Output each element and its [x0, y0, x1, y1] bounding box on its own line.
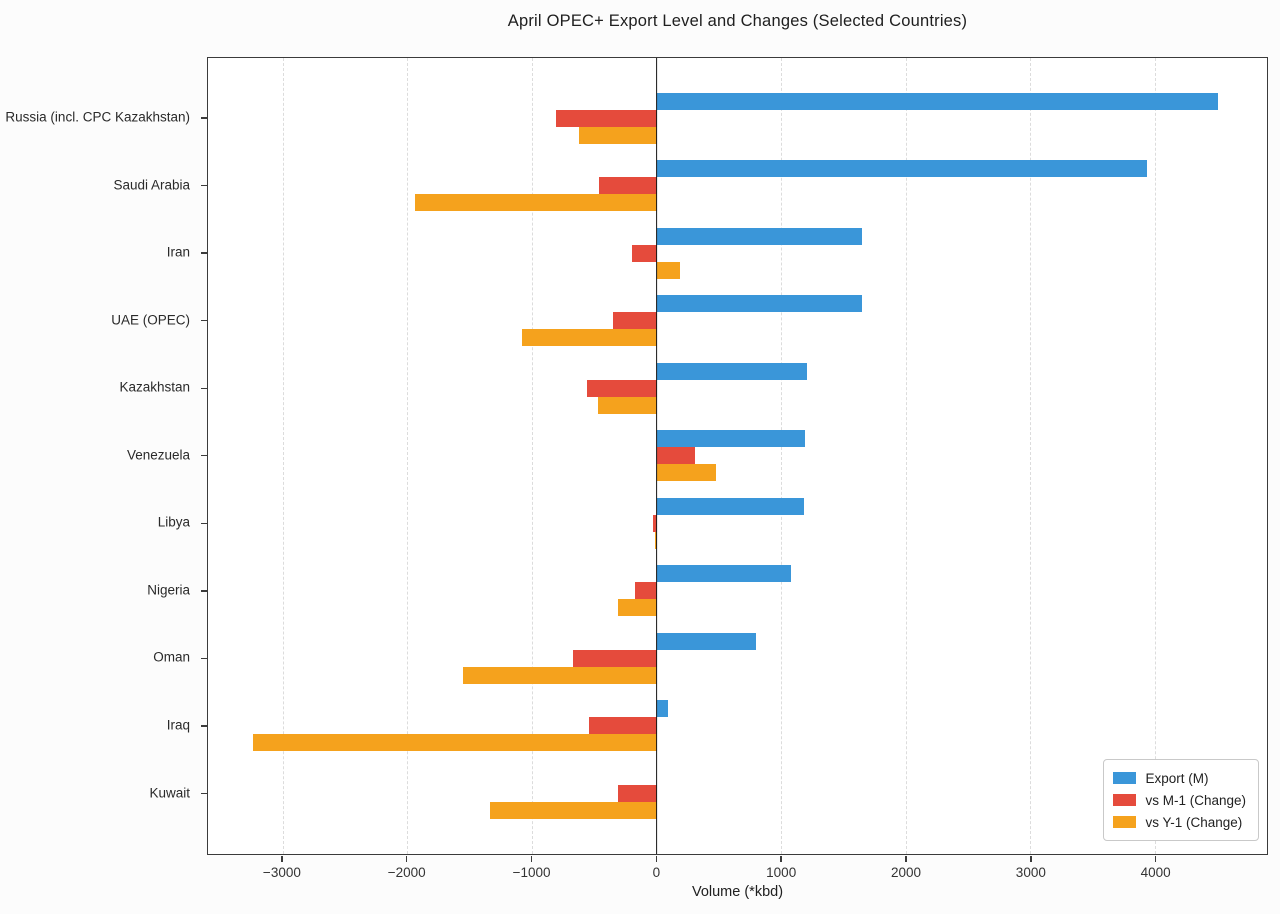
y-tick-label-6: Libya [157, 514, 190, 530]
legend-label-vs-y1: vs Y-1 (Change) [1145, 814, 1243, 830]
bar-vs-m-1-change-10 [617, 785, 657, 802]
bar-vs-y-1-change-7 [617, 599, 657, 617]
gridline--2000 [407, 58, 409, 854]
x-tick-label-1000: 1000 [766, 865, 797, 880]
y-tick-label-8: Oman [153, 649, 190, 665]
bar-vs-y-1-change-8 [463, 666, 657, 684]
y-tick-8 [201, 657, 207, 660]
y-tick-label-4: Kazakhstan [119, 379, 190, 395]
y-tick-6 [201, 522, 207, 524]
bar-vs-y-1-change-3 [521, 329, 657, 347]
x-tick-label-2000: 2000 [890, 865, 922, 880]
bar-export-m-4 [656, 362, 808, 380]
bar-vs-m-1-change-1 [599, 177, 657, 195]
legend-swatch-export [1113, 772, 1137, 784]
y-tick-label-3: UAE (OPEC) [111, 312, 190, 328]
x-tick-label-3000: 3000 [1015, 865, 1046, 880]
bar-vs-m-1-change-0 [555, 109, 657, 127]
legend: Export (M) vs M-1 (Change) vs Y-1 (Chang… [1103, 759, 1259, 841]
y-tick-label-0: Russia (incl. CPC Kazakhstan) [5, 109, 190, 125]
x-axis-title: Volume (*kbd) [691, 884, 784, 900]
legend-label-export: Export (M) [1145, 770, 1209, 786]
bar-export-m-1 [656, 160, 1148, 178]
y-tick-9 [201, 725, 207, 727]
bar-vs-y-1-change-0 [579, 126, 657, 144]
bar-export-m-7 [656, 565, 792, 583]
y-tick-0 [201, 117, 207, 119]
x-tick-label--3000: −3000 [262, 865, 301, 880]
y-tick-label-2: Iran [166, 244, 190, 260]
y-tick-label-9: Iraq [166, 717, 190, 733]
zero-line [655, 58, 658, 854]
y-tick-label-7: Nigeria [147, 582, 190, 598]
gridline-4000 [1154, 58, 1156, 854]
bar-vs-m-1-change-8 [573, 649, 657, 667]
x-tick-label-4000: 4000 [1140, 865, 1171, 880]
bar-vs-y-1-change-5 [656, 464, 717, 482]
y-tick-label-5: Venezuela [126, 447, 190, 463]
gridline-3000 [1030, 58, 1032, 854]
bar-vs-m-1-change-3 [612, 312, 657, 330]
bar-vs-y-1-change-2 [656, 261, 681, 279]
x-tick-label--2000: −2000 [387, 865, 426, 880]
bar-vs-m-1-change-7 [635, 582, 657, 600]
x-tick--3000 [281, 856, 283, 862]
plot-area: Export (M) vs M-1 (Change) vs Y-1 (Chang… [201, 57, 1268, 855]
x-tick--1000 [530, 856, 533, 862]
x-tick-label-0: 0 [652, 865, 661, 880]
bar-vs-y-1-change-10 [489, 802, 657, 819]
bar-export-m-5 [656, 430, 805, 448]
bar-vs-y-1-change-9 [252, 734, 657, 752]
bar-vs-y-1-change-4 [597, 396, 657, 414]
bar-vs-m-1-change-5 [656, 447, 696, 465]
y-tick-4 [201, 387, 207, 389]
x-tick-4000 [1154, 856, 1157, 862]
legend-swatch-vs-m1 [1113, 794, 1137, 806]
y-tick-label-1: Saudi Arabia [113, 177, 190, 193]
bar-export-m-0 [656, 92, 1219, 110]
bar-vs-m-1-change-2 [631, 244, 657, 262]
y-tick-10 [201, 792, 207, 795]
bar-vs-m-1-change-6 [653, 514, 657, 532]
bar-export-m-3 [656, 295, 863, 313]
y-tick-1 [201, 184, 207, 187]
legend-swatch-vs-y1 [1113, 816, 1137, 828]
gridline--1000 [531, 58, 533, 854]
bar-export-m-6 [656, 497, 804, 515]
legend-item-export: Export (M) [1113, 767, 1246, 789]
x-tick-1000 [780, 856, 782, 862]
x-axis: −3000 −2000 −1000 0 1000 2000 3000 4000 [207, 856, 1268, 886]
bar-vs-y-1-change-6 [654, 531, 657, 549]
gridline--3000 [282, 58, 284, 854]
bar-export-m-9 [656, 700, 668, 718]
x-tick-2000 [905, 856, 907, 862]
y-tick-7 [201, 590, 207, 592]
y-tick-2 [201, 252, 207, 254]
bar-export-m-8 [656, 632, 757, 650]
legend-label-vs-m1: vs M-1 (Change) [1145, 792, 1246, 808]
gridline-1000 [781, 58, 783, 854]
y-axis-labels: Russia (incl. CPC Kazakhstan) Saudi Arabi… [0, 57, 198, 855]
x-tick-label--1000: −1000 [512, 865, 551, 880]
chart-title: April OPEC+ Export Level and Changes (Se… [507, 12, 968, 30]
x-tick-3000 [1030, 856, 1032, 862]
bar-export-m-2 [656, 227, 863, 245]
x-tick-0 [655, 856, 658, 862]
legend-item-vs-m1: vs M-1 (Change) [1113, 789, 1246, 811]
y-tick-5 [201, 455, 207, 457]
legend-item-vs-y1: vs Y-1 (Change) [1113, 811, 1246, 833]
bar-vs-m-1-change-4 [586, 379, 657, 397]
bar-vs-y-1-change-1 [414, 194, 657, 212]
y-tick-label-10: Kuwait [149, 785, 190, 800]
x-tick--2000 [406, 856, 408, 862]
gridline-2000 [905, 58, 907, 854]
bar-vs-m-1-change-9 [588, 717, 657, 735]
y-tick-3 [201, 319, 207, 322]
